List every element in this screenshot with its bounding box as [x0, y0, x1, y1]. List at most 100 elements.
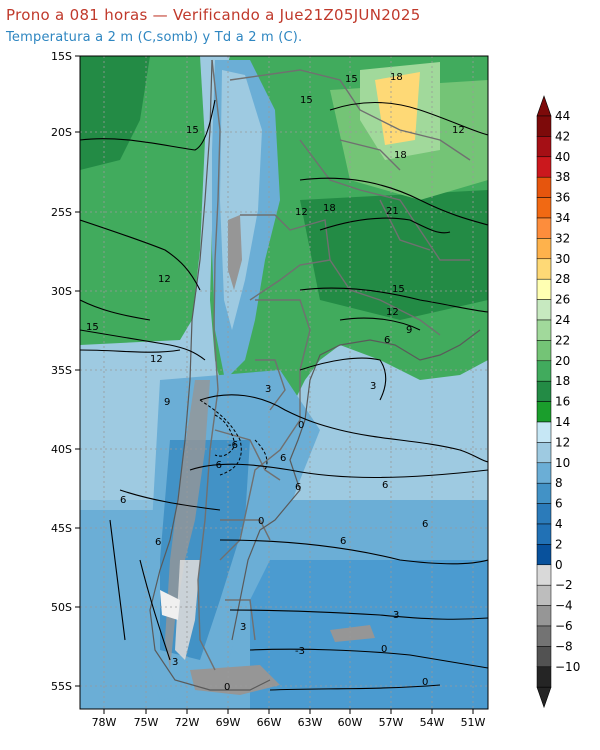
colorbar-swatch	[536, 564, 552, 586]
svg-text:3: 3	[172, 657, 178, 668]
lon-label: 75W	[134, 716, 159, 729]
lat-label: 35S	[51, 364, 72, 377]
colorbar-label: 36	[555, 191, 570, 205]
svg-text:6: 6	[280, 453, 286, 464]
lon-label: 60W	[338, 716, 363, 729]
lat-label: 40S	[51, 443, 72, 456]
colorbar-bottom-arrow	[536, 686, 552, 709]
country-borders	[197, 59, 471, 671]
svg-text:12: 12	[386, 307, 399, 318]
colorbar-label: 12	[555, 435, 570, 449]
colorbar-swatch	[536, 666, 552, 688]
colorbar-swatch	[536, 462, 552, 484]
colorbar-swatch	[536, 401, 552, 423]
svg-text:9: 9	[164, 397, 170, 408]
svg-text:15: 15	[300, 95, 313, 106]
svg-text:12: 12	[295, 207, 308, 218]
svg-text:6: 6	[422, 519, 428, 530]
lon-label: 66W	[257, 716, 282, 729]
svg-text:6: 6	[120, 495, 126, 506]
svg-text:0: 0	[381, 644, 387, 655]
colorbar-swatch	[536, 503, 552, 525]
graticule	[80, 56, 488, 709]
colorbar-label: 22	[555, 333, 570, 347]
svg-text:-3: -3	[295, 646, 305, 657]
colorbar-label: 24	[555, 313, 570, 327]
malvinas-islands	[330, 625, 375, 642]
svg-text:15: 15	[345, 74, 358, 85]
svg-text:3: 3	[240, 622, 246, 633]
colorbar-label: −6	[555, 619, 573, 633]
plot-frame	[79, 55, 489, 710]
lat-label: 30S	[51, 285, 72, 298]
lat-label: 55S	[51, 680, 72, 693]
colorbar-label: 32	[555, 231, 570, 245]
longitude-axis: 78W 75W 72W 69W 66W 63W 60W 57W 54W 51W	[92, 709, 486, 729]
colorbar-label: 14	[555, 415, 570, 429]
lon-label: 57W	[379, 716, 404, 729]
colorbar-label: −4	[555, 599, 573, 613]
colorbar-swatch	[536, 421, 552, 443]
colorbar-swatch	[536, 115, 552, 137]
svg-text:15: 15	[86, 322, 99, 333]
svg-text:12: 12	[158, 274, 171, 285]
colorbar-label: 42	[555, 129, 570, 143]
coastlines	[149, 59, 481, 691]
colorbar-swatch	[536, 217, 552, 239]
colorbar: 4442403836343230282624222018161412108642…	[536, 95, 580, 709]
tierra-del-fuego	[190, 665, 280, 695]
colorbar-label: −2	[555, 578, 573, 592]
colorbar-label: 30	[555, 252, 570, 266]
colorbar-swatch	[536, 523, 552, 545]
lon-label: 54W	[420, 716, 445, 729]
colorbar-swatch	[536, 258, 552, 280]
colorbar-swatch	[536, 319, 552, 341]
colorbar-label: 16	[555, 395, 570, 409]
colorbar-label: 2	[555, 537, 563, 551]
lon-label: 63W	[298, 716, 323, 729]
svg-text:3: 3	[393, 610, 399, 621]
svg-text:6: 6	[384, 335, 390, 346]
map-title: Prono a 081 horas — Verificando a Jue21Z…	[6, 6, 421, 24]
colorbar-label: −10	[555, 660, 580, 674]
colorbar-swatch	[536, 136, 552, 158]
map-subtitle: Temperatura a 2 m (C,somb) y Td a 2 m (C…	[6, 30, 303, 45]
colorbar-label: 6	[555, 497, 563, 511]
colorbar-swatch	[536, 360, 552, 382]
colorbar-swatch	[536, 238, 552, 260]
svg-text:12: 12	[150, 354, 163, 365]
svg-text:12: 12	[452, 125, 465, 136]
svg-text:3: 3	[370, 381, 376, 392]
svg-text:18: 18	[394, 150, 407, 161]
svg-text:6: 6	[382, 480, 388, 491]
colorbar-swatch	[536, 482, 552, 504]
svg-text:0: 0	[422, 677, 428, 688]
svg-text:15: 15	[392, 284, 405, 295]
svg-text:-6: -6	[228, 440, 238, 451]
contour-labels: 15 18 15 12 15 18 12 18 21 12 15 12 12 9…	[86, 72, 465, 693]
colorbar-label: 8	[555, 476, 563, 490]
lat-label: 25S	[51, 206, 72, 219]
svg-text:0: 0	[298, 420, 304, 431]
latitude-axis: 15S 20S 25S 30S 35S 40S 45S 50S 55S	[51, 50, 80, 693]
colorbar-label: 18	[555, 374, 570, 388]
colorbar-label: 20	[555, 354, 570, 368]
colorbar-label: 34	[555, 211, 570, 225]
lat-label: 15S	[51, 50, 72, 63]
svg-text:18: 18	[390, 72, 403, 83]
colorbar-swatch	[536, 299, 552, 321]
svg-text:9: 9	[406, 325, 412, 336]
colorbar-label: 28	[555, 272, 570, 286]
colorbar-label: 26	[555, 293, 570, 307]
colorbar-swatch	[536, 625, 552, 647]
colorbar-swatch	[536, 544, 552, 566]
map-plot-area: 15 18 15 12 15 18 12 18 21 12 15 12 12 9…	[80, 56, 488, 709]
colorbar-swatch	[536, 340, 552, 362]
svg-text:18: 18	[323, 203, 336, 214]
lon-label: 69W	[216, 716, 241, 729]
svg-text:21: 21	[386, 206, 399, 217]
colorbar-label: 38	[555, 170, 570, 184]
lon-label: 51W	[461, 716, 486, 729]
colorbar-top-arrow	[536, 95, 552, 117]
